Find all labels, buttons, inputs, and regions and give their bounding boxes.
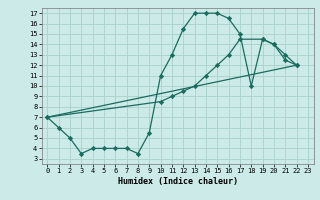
X-axis label: Humidex (Indice chaleur): Humidex (Indice chaleur) xyxy=(118,177,237,186)
